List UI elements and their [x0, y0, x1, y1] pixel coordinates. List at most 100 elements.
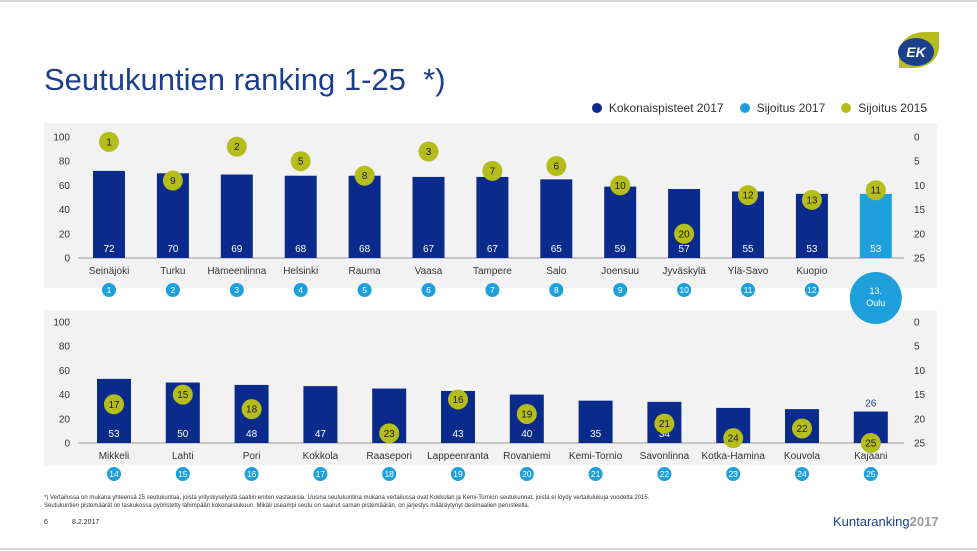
rank-2015-marker [860, 433, 881, 453]
y2-axis-tick-label: 0 [914, 133, 920, 144]
y-axis-tick-label: 100 [53, 133, 70, 144]
y2-axis-tick-label: 20 [914, 414, 926, 425]
rank-2015-marker [654, 413, 675, 434]
rank-2017-marker [451, 467, 465, 481]
bar-value-label: 72 [103, 244, 115, 255]
bar [668, 189, 701, 258]
category-label: Rauma [348, 266, 381, 277]
bar [578, 400, 613, 443]
rank-2017-marker [382, 467, 397, 481]
bar-value-label: 26 [865, 399, 877, 410]
y2-axis-tick-label: 15 [914, 390, 926, 401]
footnote-line: Seutukuntien pistemäärät on laskukossa p… [44, 502, 530, 509]
rank-2015-marker [162, 170, 183, 191]
rank-2015-label: 17 [108, 400, 120, 411]
rank-2015-marker [99, 131, 119, 152]
legend-dot-icon [739, 103, 750, 113]
bar-value-label: 68 [359, 244, 371, 255]
rank-2017-label: 16 [247, 469, 257, 479]
rank-2017-marker [519, 467, 534, 481]
rank-2015-label: 2 [234, 142, 240, 153]
rank-2015-marker [865, 180, 886, 201]
bar-value-label: 53 [108, 429, 120, 440]
rank-2015-label: 24 [728, 434, 740, 445]
category-label: Vaasa [415, 266, 443, 277]
rank-2017-label: 25 [866, 469, 876, 479]
rank-2015-label: 1 [106, 137, 112, 148]
bar [93, 170, 125, 258]
rank-2015-marker [104, 394, 124, 415]
rank-2015-marker [354, 165, 375, 186]
rank-2017-marker [588, 467, 603, 481]
bottom-border [0, 548, 977, 550]
rank-2017-marker [102, 283, 116, 297]
rank-2017-label: 11 [744, 285, 753, 295]
rank-2017-label: 17 [316, 469, 326, 479]
rank-2017-label: 12 [807, 285, 817, 295]
legend-item-rank2017: Sijoitus 2017 [739, 101, 825, 115]
rank-2017-marker [165, 283, 180, 297]
y-axis-tick-label: 60 [59, 366, 71, 377]
rank-2015-marker [801, 189, 822, 210]
rank-2017-label: 15 [178, 469, 188, 479]
logo-text: EK [906, 44, 926, 60]
rank-2015-marker [448, 389, 468, 410]
ek-logo: EK [898, 32, 939, 68]
highlight-rank-label: 13. [870, 286, 883, 296]
rank-2015-marker [241, 399, 262, 420]
y2-axis-tick-label: 20 [914, 229, 926, 240]
rank-2017-label: 14 [109, 469, 119, 479]
bar [476, 176, 509, 258]
category-label: Lappeenranta [427, 451, 489, 462]
rank-2015-label: 3 [426, 147, 432, 158]
bar [284, 175, 317, 258]
rank-2015-marker [482, 160, 503, 181]
rank-2015-label: 8 [362, 171, 368, 182]
rank-2015-label: 19 [521, 409, 533, 420]
category-label: Turku [160, 266, 185, 277]
category-label: Helsinki [283, 266, 318, 277]
rank-2015-marker [379, 423, 400, 444]
footnote-line: *) Vertailussa on mukana yhteensä 25 seu… [44, 495, 650, 501]
rank-2017-marker [175, 467, 190, 481]
rank-2015-label: 9 [170, 176, 176, 187]
y2-axis-tick-label: 0 [914, 318, 920, 329]
rank-2017-marker [107, 467, 121, 481]
bar-value-label: 35 [590, 429, 602, 440]
rank-2015-label: 22 [796, 424, 808, 435]
rank-2017-marker [795, 467, 809, 481]
rank-2015-label: 18 [246, 405, 258, 416]
rank-2015-label: 23 [384, 429, 396, 440]
legend-dot-icon [841, 103, 852, 113]
rank-2017-marker [313, 467, 328, 481]
chart-legend: Kokonaispisteet 2017 Sijoitus 2017 Sijoi… [591, 101, 927, 115]
rank-2015-label: 13 [806, 195, 818, 206]
category-label: Rovaniemi [503, 451, 550, 462]
category-label: Jyväskylä [662, 266, 706, 277]
rank-2015-label: 6 [554, 162, 560, 173]
rank-2017-label: 2 [171, 285, 176, 295]
rank-2015-label: 5 [298, 157, 304, 168]
y-axis-tick-label: 80 [59, 157, 71, 168]
category-label: Seinäjoki [89, 266, 130, 277]
y-axis-tick-label: 0 [64, 439, 70, 450]
rank-2017-label: 24 [797, 469, 807, 479]
legend-item-total: Kokonaispisteet 2017 [591, 101, 724, 115]
bar-value-label: 65 [551, 244, 563, 255]
category-label: Savonlinna [640, 451, 690, 462]
category-label: Kemi-Tornio [569, 451, 623, 462]
page-number: 6 [44, 519, 48, 526]
rank-2017-marker [357, 283, 372, 297]
category-label: Mikkeli [99, 451, 130, 462]
rank-2017-marker [741, 283, 755, 297]
bar-value-label: 34 [659, 429, 671, 440]
rank-2015-marker [610, 175, 631, 196]
rank-2015-marker [516, 403, 537, 424]
legend-dot-icon [591, 103, 602, 113]
bar [348, 175, 381, 258]
bar-value-label: 67 [423, 244, 435, 255]
bar-value-label: 59 [615, 244, 627, 255]
rank-2017-label: 19 [453, 469, 463, 479]
brand-name: Kuntaranking [833, 514, 910, 529]
rank-2015-marker [226, 136, 247, 157]
